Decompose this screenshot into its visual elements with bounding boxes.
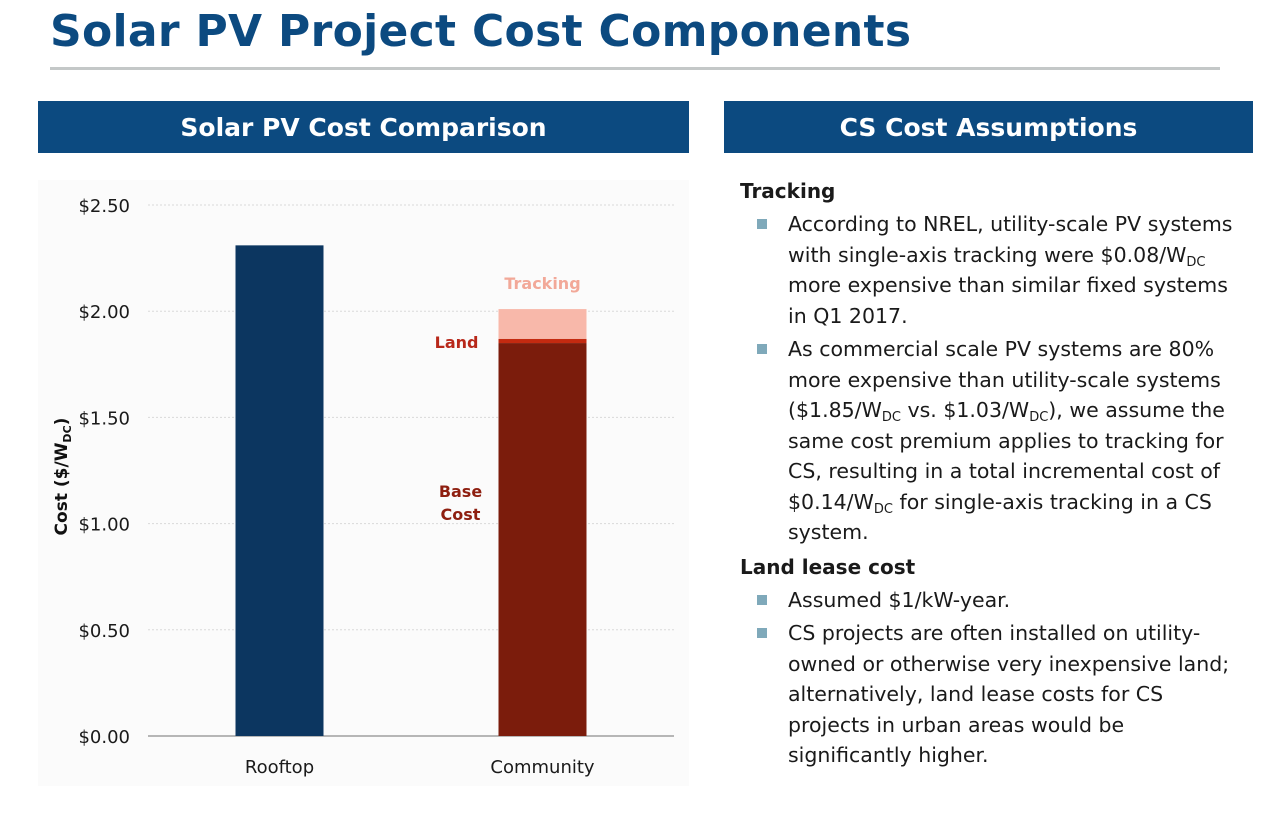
bullet-item: As commercial scale PV systems are 80% m…: [740, 334, 1240, 548]
title-divider: [50, 67, 1220, 70]
bullet-item: According to NREL, utility-scale PV syst…: [740, 209, 1240, 331]
y-tick-label: $0.50: [78, 621, 130, 642]
bullet-list: Assumed $1/kW-year. CS projects are often…: [740, 585, 1240, 771]
bullet-text: Assumed $1/kW-year.: [788, 587, 1011, 612]
bar-segment-base-cost: [498, 343, 587, 736]
segment-label-tracking: Tracking: [504, 274, 580, 293]
y-tick-label: $2.00: [78, 302, 130, 323]
page-title: Solar PV Project Cost Components: [50, 6, 912, 57]
segment-label-land: Land: [435, 333, 479, 352]
section-heading: Tracking: [740, 179, 836, 203]
square-bullet-icon: [757, 594, 767, 605]
x-category-label: Community: [490, 757, 595, 778]
bullet-item: Assumed $1/kW-year.: [740, 585, 1240, 616]
bullet-text: According to NREL, utility-scale PV syst…: [788, 212, 1233, 328]
square-bullet-icon: [757, 219, 767, 229]
bar-segment-land: [498, 338, 587, 344]
bullet-list: According to NREL, utility-scale PV syst…: [740, 209, 1240, 548]
cost-assumptions-header: CS Cost Assumptions: [724, 101, 1253, 153]
cost-comparison-header: Solar PV Cost Comparison: [38, 101, 689, 153]
section-heading: Land lease cost: [740, 554, 916, 579]
bar-segment-tracking: [498, 309, 587, 339]
y-tick-label: $2.50: [78, 196, 130, 217]
y-tick-label: $0.00: [78, 727, 130, 748]
cs-cost-assumptions: Tracking According to NREL, utility-scale…: [740, 178, 1240, 777]
bullet-item: CS projects are often installed on utili…: [740, 618, 1240, 771]
cost-comparison-chart: $0.00 $0.50 $1.00 $1.50 $2.00 $2.50 Cost ($/WD…: [52, 196, 674, 778]
y-axis-title: Cost ($/WDC): [52, 418, 74, 536]
bar-segment-rooftop: [235, 245, 324, 736]
segment-label-base-cost: Base Cost: [439, 482, 483, 524]
square-bullet-icon: [757, 628, 767, 638]
y-tick-label: $1.50: [78, 408, 130, 429]
y-tick-label: $1.00: [78, 515, 130, 536]
bullet-text: CS projects are often installed on utili…: [788, 621, 1230, 767]
bullet-text: As commercial scale PV systems are 80% m…: [788, 337, 1225, 544]
cost-comparison-chart-area: $0.00 $0.50 $1.00 $1.50 $2.00 $2.50 Cost ($/WD…: [38, 180, 689, 786]
square-bullet-icon: [757, 344, 767, 354]
x-category-label: Rooftop: [245, 757, 314, 778]
